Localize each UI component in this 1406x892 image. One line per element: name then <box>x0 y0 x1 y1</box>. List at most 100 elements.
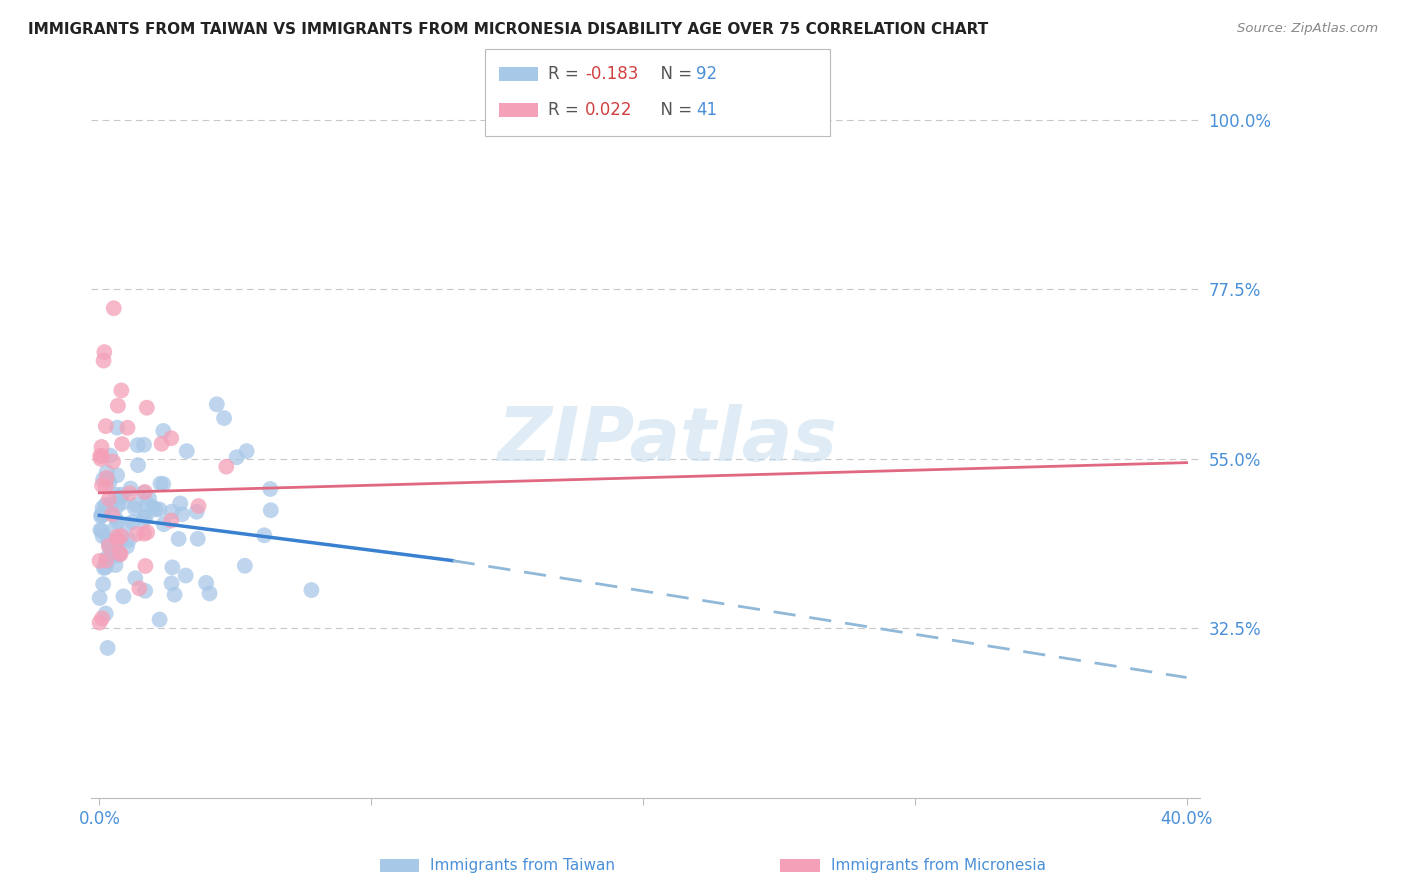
Point <box>96 550 118 565</box>
Point <box>90 440 112 454</box>
Point <box>94 560 117 574</box>
Point <box>299 583 322 598</box>
Point <box>94 479 117 493</box>
Point <box>132 438 155 452</box>
Point <box>91 449 114 463</box>
Point <box>134 559 156 574</box>
Point <box>152 517 174 532</box>
Point <box>90 509 112 524</box>
Text: IMMIGRANTS FROM TAIWAN VS IMMIGRANTS FROM MICRONESIA DISABILITY AGE OVER 75 CORR: IMMIGRANTS FROM TAIWAN VS IMMIGRANTS FRO… <box>28 22 988 37</box>
Point <box>98 552 121 566</box>
Point <box>98 537 121 551</box>
Point <box>160 576 183 591</box>
Point <box>233 558 256 573</box>
Point <box>124 501 146 516</box>
Point <box>91 500 114 515</box>
Text: Source: ZipAtlas.com: Source: ZipAtlas.com <box>1237 22 1378 36</box>
Text: 92: 92 <box>696 65 717 83</box>
Point <box>135 509 157 524</box>
Point <box>149 613 172 627</box>
Point <box>124 571 146 585</box>
Point <box>96 465 118 479</box>
Point <box>160 505 183 519</box>
Point <box>97 472 120 486</box>
Point <box>225 450 247 465</box>
Point <box>152 424 174 438</box>
Point <box>235 444 257 458</box>
Point <box>169 496 191 510</box>
Point <box>125 527 148 541</box>
Point <box>134 583 156 598</box>
Point <box>259 482 281 496</box>
Point <box>97 539 120 553</box>
Point <box>111 437 134 451</box>
Point <box>138 491 160 506</box>
Text: N =: N = <box>650 65 697 83</box>
Point <box>93 504 115 518</box>
Point <box>90 508 112 522</box>
Point <box>187 499 209 513</box>
Point <box>134 510 156 524</box>
Point <box>107 533 129 548</box>
Point <box>107 499 129 513</box>
Point <box>198 586 221 600</box>
Point <box>107 399 129 413</box>
Point <box>128 582 150 596</box>
Point <box>162 560 184 574</box>
Text: Immigrants from Micronesia: Immigrants from Micronesia <box>831 858 1046 873</box>
Point <box>93 353 115 368</box>
Point <box>91 611 114 625</box>
Point <box>160 514 183 528</box>
Point <box>127 458 149 472</box>
Point <box>148 502 170 516</box>
Point <box>132 514 155 528</box>
Point <box>89 554 111 568</box>
Point <box>89 591 111 605</box>
Point <box>136 525 159 540</box>
Point <box>110 547 132 561</box>
Point <box>105 548 128 562</box>
Point <box>103 301 125 316</box>
Text: 41: 41 <box>696 101 717 119</box>
Text: 0.022: 0.022 <box>585 101 633 119</box>
Point <box>136 498 159 512</box>
Point <box>108 546 131 560</box>
Point <box>134 485 156 500</box>
Point <box>111 529 134 543</box>
Point <box>98 498 121 512</box>
Point <box>105 468 128 483</box>
Point <box>96 554 118 568</box>
Point <box>121 515 143 529</box>
Point <box>174 568 197 582</box>
Point <box>149 476 172 491</box>
Point <box>132 485 155 500</box>
Point <box>110 490 132 504</box>
Point <box>91 473 114 487</box>
Text: R =: R = <box>548 65 585 83</box>
Point <box>167 532 190 546</box>
Point <box>112 590 135 604</box>
Point <box>260 503 283 517</box>
Point <box>105 530 128 544</box>
Point <box>98 449 121 463</box>
Point <box>103 522 125 536</box>
Point <box>110 488 132 502</box>
Point <box>91 577 114 591</box>
Point <box>150 436 173 450</box>
Point <box>94 419 117 434</box>
Point <box>107 538 129 552</box>
Text: R =: R = <box>548 101 585 119</box>
Point <box>100 538 122 552</box>
Point <box>108 547 131 561</box>
Point <box>160 431 183 445</box>
Point <box>93 345 115 359</box>
Point <box>118 533 141 547</box>
Point <box>134 526 156 541</box>
Point <box>107 515 129 529</box>
Point <box>89 615 111 630</box>
Point <box>90 451 112 466</box>
Point <box>212 411 235 425</box>
Point <box>91 508 114 522</box>
Point <box>110 384 132 398</box>
Point <box>163 588 186 602</box>
